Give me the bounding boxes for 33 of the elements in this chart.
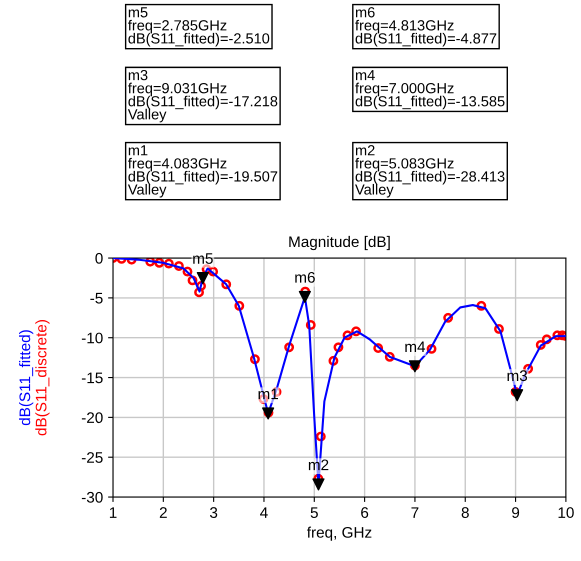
x-tick-label: 10 <box>558 507 574 518</box>
y-tick-label: -30 <box>82 492 103 503</box>
text: dB(S11_discrete) <box>35 320 50 436</box>
text: m5 freq=2.785GHz dB(S11_fitted)=-2.510 <box>128 7 270 46</box>
x-tick-label: 4 <box>260 507 268 518</box>
x-tick-label: 2 <box>160 507 167 518</box>
annotation: m5 <box>193 253 213 264</box>
x-tick-label: 9 <box>512 507 520 518</box>
x-tick-label: 3 <box>210 507 218 518</box>
x-tick-label: 8 <box>462 507 469 518</box>
text: dB(S11_fitted) <box>19 330 34 426</box>
y-tick-label: 0 <box>95 252 103 264</box>
text: m4 freq=7.000GHz dB(S11_fitted)=-13.585 <box>355 70 505 110</box>
y-tick-label: -10 <box>82 332 103 344</box>
text: m1 freq=4.083GHz dB(S11_fitted)=-19.507 Valley <box>128 145 278 198</box>
x-axis-title: freq, GHz <box>306 526 372 541</box>
y-tick-label: -5 <box>90 292 103 304</box>
y-tick-label: -25 <box>82 452 103 463</box>
annotation: m3 <box>508 370 528 382</box>
text: m3 freq=9.031GHz dB(S11_fitted)=-17.218 Valley <box>128 70 278 122</box>
x-tick-label: 6 <box>361 507 368 518</box>
annotation: m6 <box>295 272 315 283</box>
annotation: m4 <box>405 341 426 352</box>
text: m6 freq=4.813GHz dB(S11_fitted)=-4.877 <box>355 7 496 46</box>
x-tick-label: 5 <box>310 507 318 518</box>
text: m2 freq=5.083GHz dB(S11_fitted)=-28.413 Valley <box>355 145 504 198</box>
annotation: m2 <box>308 459 328 470</box>
annotation: m1 <box>258 388 278 400</box>
chart-title: Magnitude [dB] <box>289 236 390 250</box>
x-tick-label: 7 <box>411 507 418 518</box>
y-tick-label: -15 <box>82 372 103 384</box>
x-tick-label: 1 <box>110 507 117 518</box>
y-tick-label: -20 <box>82 412 103 424</box>
